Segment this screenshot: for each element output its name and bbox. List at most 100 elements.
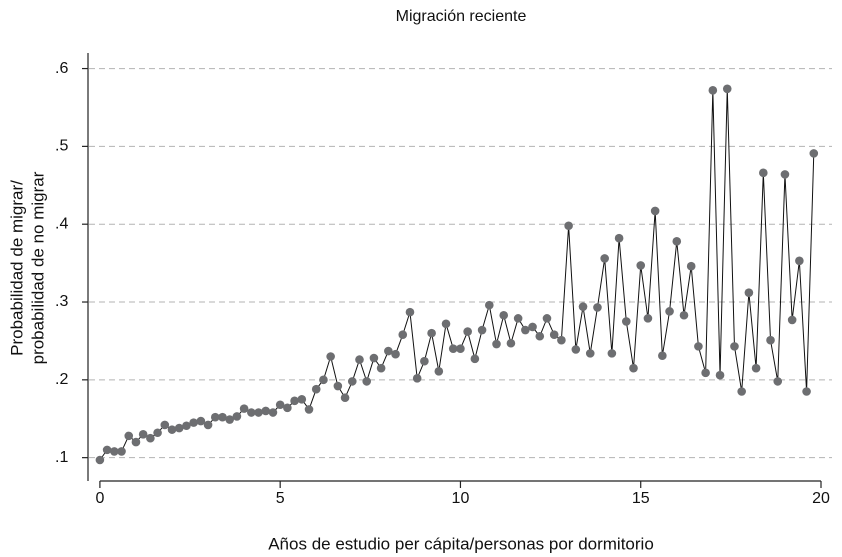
data-point [434, 366, 444, 376]
data-point [210, 412, 220, 422]
x-tick-label: 10 [452, 490, 470, 507]
data-point [643, 314, 653, 323]
data-point [607, 349, 617, 358]
data-point [542, 314, 552, 323]
data-point [528, 322, 537, 332]
data-point [795, 256, 804, 266]
data-point [189, 418, 198, 427]
data-point [261, 406, 271, 416]
data-point [174, 423, 184, 433]
data-line [99, 88, 815, 461]
data-point [636, 261, 646, 270]
data-point [311, 384, 321, 394]
data-point [730, 342, 739, 351]
data-point [650, 206, 660, 216]
data-point [304, 405, 314, 414]
data-point [110, 447, 119, 456]
data-point [679, 310, 689, 320]
y-axis-label: Probabilidad de migrar/ [7, 180, 26, 356]
data-point [167, 425, 177, 434]
x-tick-label: 5 [276, 490, 285, 507]
y-tick-label: .1 [55, 449, 68, 466]
data-point [571, 345, 581, 354]
data-point [347, 377, 357, 386]
data-point [751, 363, 761, 373]
data-point [686, 261, 696, 271]
data-point [412, 373, 422, 383]
data-point [715, 370, 725, 380]
data-point [701, 368, 710, 378]
data-point [773, 377, 783, 386]
data-point [513, 314, 523, 323]
data-point [535, 331, 545, 341]
data-point [225, 415, 234, 424]
data-point [780, 170, 790, 179]
data-point [196, 416, 206, 426]
data-point [629, 363, 638, 373]
data-point [117, 447, 126, 456]
data-point [319, 375, 328, 385]
data-point [521, 325, 530, 335]
data-point [622, 317, 631, 326]
data-point [146, 433, 155, 443]
x-tick-label: 20 [812, 490, 830, 507]
data-point [787, 315, 797, 325]
data-point [153, 428, 162, 438]
data-point [239, 404, 249, 413]
data-point [492, 339, 501, 349]
x-tick-label: 15 [632, 490, 650, 507]
data-point [766, 335, 775, 345]
data-point [477, 325, 487, 335]
data-point [708, 86, 718, 95]
data-point [398, 330, 408, 340]
data-point [427, 328, 436, 338]
data-point [672, 237, 682, 246]
data-point [722, 84, 732, 94]
data-point [268, 408, 278, 417]
data-point [247, 408, 256, 417]
data-point [506, 338, 516, 348]
data-point [470, 354, 480, 364]
data-point [600, 254, 609, 263]
data-point [463, 327, 472, 336]
y-tick-label: .6 [55, 60, 68, 77]
data-point [484, 300, 494, 310]
data-point [290, 396, 299, 406]
data-point [340, 393, 350, 403]
data-point [549, 330, 559, 340]
data-point [564, 221, 573, 231]
data-point [441, 319, 451, 329]
data-point [759, 168, 768, 178]
data-point [737, 387, 746, 396]
y-tick-label: .2 [55, 371, 68, 388]
data-point [326, 352, 335, 361]
data-point [456, 344, 465, 354]
data-point [131, 437, 141, 447]
x-tick-label: 0 [95, 490, 104, 507]
data-point [384, 346, 393, 356]
data-point [614, 233, 624, 243]
data-point [355, 355, 364, 364]
data-point [557, 335, 566, 345]
y-axis-label: probabilidad de no migrar [28, 171, 47, 364]
chart-title: Migración reciente [396, 8, 527, 25]
y-tick-label: .4 [55, 215, 68, 232]
data-point [124, 431, 134, 441]
x-axis-label: Años de estudio per cápita/personas por … [268, 534, 654, 553]
data-point [391, 349, 400, 359]
data-point [275, 400, 285, 410]
data-point [665, 307, 674, 316]
data-point [593, 303, 602, 312]
data-point [405, 307, 415, 317]
y-tick-label: .3 [55, 293, 68, 310]
data-point [499, 310, 509, 320]
y-tick-label: .5 [55, 138, 68, 155]
data-point [658, 351, 667, 361]
data-point [95, 455, 105, 465]
data-point [802, 387, 811, 396]
data-point [160, 420, 170, 430]
data-point [254, 408, 263, 417]
data-point [578, 302, 588, 311]
